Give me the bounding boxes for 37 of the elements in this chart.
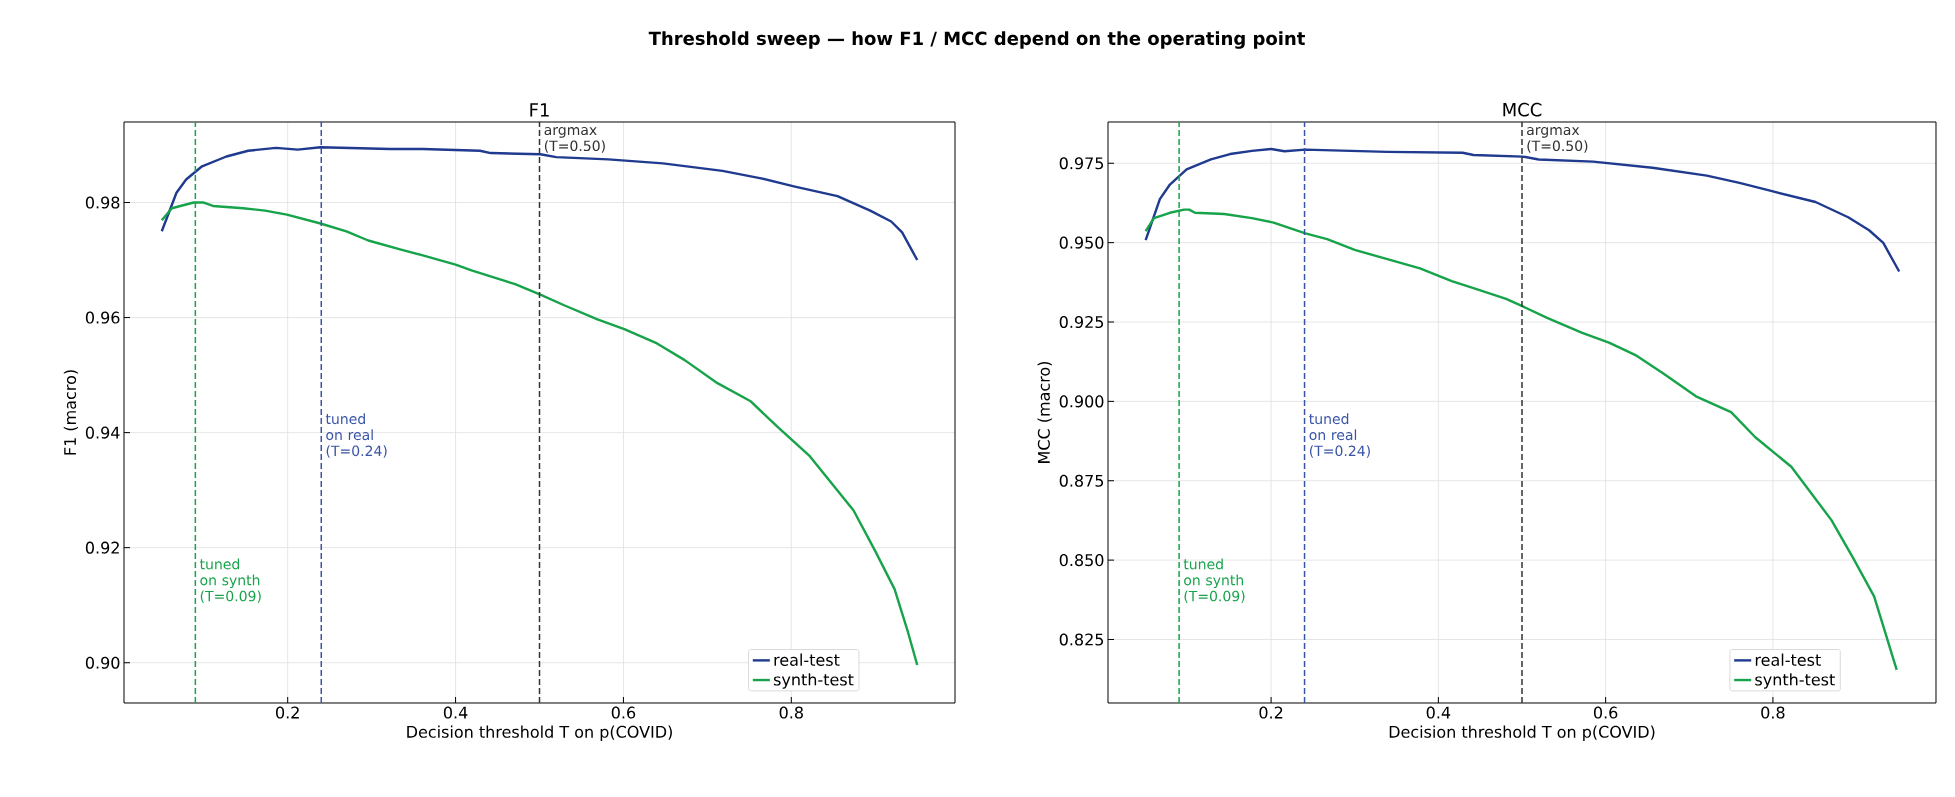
ref-line-label: argmax (T=0.50) [1527, 127, 1588, 153]
x-tick-label: 0.8 [1761, 706, 1785, 719]
y-tick-label: 0.96 [85, 311, 120, 324]
x-axis-title: Decision threshold T on p(COVID) [1389, 725, 1655, 741]
y-axis-title: F1 (macro) [63, 370, 78, 455]
chart-title: MCC [1503, 102, 1542, 117]
text: Threshold sweep — how F1 / MCC depend on the operating point [648, 31, 1305, 49]
ref-line-label: tuned on synth (T=0.09) [199, 558, 261, 604]
x-tick-label: 0.2 [1259, 706, 1283, 719]
y-tick-label: 0.950 [1059, 236, 1104, 249]
y-tick-label: 0.850 [1059, 554, 1104, 567]
y-tick-label: 0.90 [85, 656, 120, 669]
y-tick-label: 0.925 [1059, 315, 1104, 329]
y-tick-label: 0.98 [85, 196, 120, 209]
x-tick-label: 0.6 [1593, 706, 1618, 719]
x-tick-label: 0.8 [779, 706, 803, 719]
legend-label: synth-test [1755, 673, 1835, 689]
y-tick-label: 0.825 [1059, 633, 1104, 646]
ref-line-label: tuned on real (T=0.24) [325, 413, 387, 458]
y-tick-label: 0.875 [1059, 474, 1104, 487]
x-tick-label: 0.4 [1426, 706, 1451, 719]
chart-title: F1 [530, 103, 549, 117]
x-tick-label: 0.2 [276, 706, 299, 719]
legend-label: real-test [774, 653, 840, 666]
ref-line-label: tuned on synth (T=0.09) [1183, 558, 1245, 604]
y-tick-label: 0.92 [85, 541, 119, 554]
ref-line-label: argmax (T=0.50) [544, 127, 605, 153]
y-axis-title: MCC (macro) [1037, 361, 1052, 463]
legend-label: synth-test [773, 673, 854, 689]
legend-label: real-test [1755, 653, 1821, 666]
y-tick-label: 0.94 [85, 426, 120, 439]
x-axis-title: Decision threshold T on p(COVID) [407, 725, 672, 741]
x-tick-label: 0.6 [611, 706, 636, 719]
ref-line-label: tuned on real (T=0.24) [1309, 413, 1370, 458]
x-tick-label: 0.4 [443, 706, 468, 719]
y-tick-label: 0.975 [1059, 157, 1104, 170]
y-tick-label: 0.900 [1059, 395, 1104, 408]
